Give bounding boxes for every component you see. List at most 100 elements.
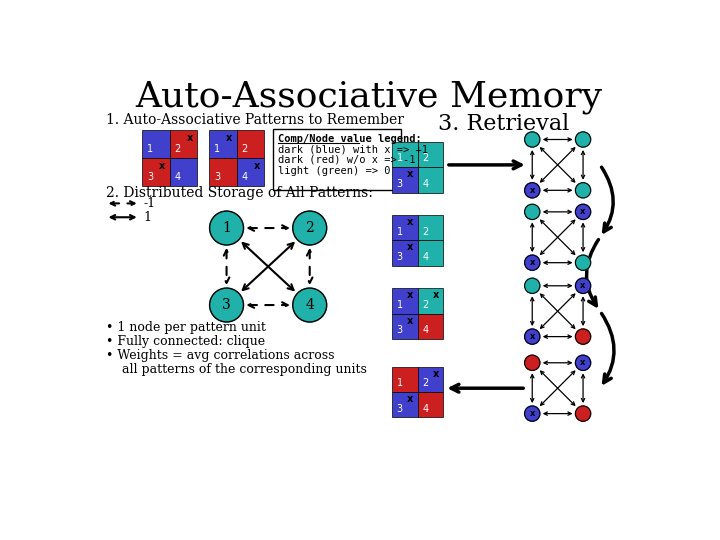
Text: light (green) => 0: light (green) => 0 [278, 166, 391, 176]
Text: Comp/Node value legend:: Comp/Node value legend: [278, 134, 422, 144]
FancyBboxPatch shape [418, 167, 443, 193]
FancyBboxPatch shape [418, 314, 443, 339]
FancyBboxPatch shape [392, 367, 418, 392]
Text: x: x [580, 207, 586, 217]
Circle shape [525, 204, 540, 219]
Text: 3: 3 [397, 403, 402, 414]
Text: • 1 node per pattern unit: • 1 node per pattern unit [106, 321, 266, 334]
FancyBboxPatch shape [392, 215, 418, 240]
Circle shape [575, 329, 590, 344]
Text: x: x [408, 217, 413, 227]
FancyBboxPatch shape [392, 142, 418, 167]
Text: 1: 1 [147, 144, 153, 154]
Text: 1: 1 [222, 221, 231, 235]
FancyBboxPatch shape [392, 240, 418, 266]
Text: 1: 1 [143, 211, 151, 224]
Text: 3: 3 [222, 298, 231, 312]
FancyBboxPatch shape [418, 367, 443, 392]
Text: 4: 4 [241, 172, 248, 181]
Text: x: x [529, 186, 535, 195]
Circle shape [210, 211, 243, 245]
FancyBboxPatch shape [142, 130, 170, 158]
Text: 1: 1 [214, 144, 220, 154]
FancyBboxPatch shape [392, 288, 418, 314]
FancyBboxPatch shape [418, 142, 443, 167]
Text: 1. Auto-Associative Patterns to Remember: 1. Auto-Associative Patterns to Remember [106, 113, 404, 127]
Text: dark (red) w/o x => -1: dark (red) w/o x => -1 [278, 155, 415, 165]
Text: 2: 2 [422, 300, 428, 310]
FancyBboxPatch shape [392, 167, 418, 193]
Circle shape [525, 132, 540, 147]
FancyBboxPatch shape [142, 158, 170, 186]
Circle shape [525, 355, 540, 370]
Text: x: x [158, 161, 165, 171]
Text: 3: 3 [397, 252, 402, 262]
Text: 1: 1 [397, 378, 402, 388]
Circle shape [575, 406, 590, 421]
Text: x: x [408, 394, 413, 404]
Text: x: x [408, 242, 413, 253]
Text: x: x [529, 332, 535, 341]
Text: x: x [408, 170, 413, 179]
Text: 3. Retrieval: 3. Retrieval [438, 113, 570, 136]
Text: Auto-Associative Memory: Auto-Associative Memory [135, 80, 603, 114]
Text: 2: 2 [174, 144, 181, 154]
FancyBboxPatch shape [273, 129, 400, 190]
FancyBboxPatch shape [418, 215, 443, 240]
Circle shape [525, 329, 540, 344]
FancyBboxPatch shape [418, 240, 443, 266]
Text: x: x [529, 258, 535, 267]
Circle shape [525, 406, 540, 421]
Text: x: x [253, 161, 260, 171]
Text: 2. Distributed Storage of All Patterns:: 2. Distributed Storage of All Patterns: [106, 186, 372, 200]
Text: x: x [529, 409, 535, 418]
Text: 1: 1 [397, 300, 402, 310]
Circle shape [293, 288, 327, 322]
Circle shape [210, 288, 243, 322]
Text: 2: 2 [422, 227, 428, 237]
FancyBboxPatch shape [170, 130, 197, 158]
FancyBboxPatch shape [170, 158, 197, 186]
Text: 4: 4 [305, 298, 314, 312]
Circle shape [575, 204, 590, 219]
Text: x: x [433, 290, 439, 300]
FancyBboxPatch shape [209, 130, 237, 158]
FancyBboxPatch shape [392, 392, 418, 417]
Text: 3: 3 [214, 172, 220, 181]
FancyBboxPatch shape [237, 130, 264, 158]
Text: x: x [580, 281, 586, 291]
Text: • Fully connected: clique: • Fully connected: clique [106, 335, 265, 348]
Circle shape [525, 278, 540, 293]
Text: all patterns of the corresponding units: all patterns of the corresponding units [106, 363, 366, 376]
Circle shape [575, 255, 590, 271]
Circle shape [575, 278, 590, 293]
Text: x: x [408, 290, 413, 300]
FancyBboxPatch shape [209, 158, 237, 186]
FancyBboxPatch shape [237, 158, 264, 186]
Text: x: x [186, 133, 193, 143]
Text: x: x [433, 369, 439, 379]
Text: 3: 3 [397, 325, 402, 335]
Text: -1: -1 [143, 197, 156, 210]
Text: x: x [408, 315, 413, 326]
Text: • Weights = avg correlations across: • Weights = avg correlations across [106, 349, 334, 362]
Text: 2: 2 [422, 153, 428, 164]
Text: x: x [580, 359, 586, 367]
Circle shape [525, 183, 540, 198]
Text: 3: 3 [397, 179, 402, 189]
Text: 4: 4 [422, 325, 428, 335]
Text: 1: 1 [397, 153, 402, 164]
Text: 2: 2 [305, 221, 314, 235]
Text: 4: 4 [422, 252, 428, 262]
Circle shape [293, 211, 327, 245]
Text: 3: 3 [147, 172, 153, 181]
Text: 2: 2 [422, 378, 428, 388]
Circle shape [575, 183, 590, 198]
Text: 4: 4 [422, 403, 428, 414]
Text: 4: 4 [174, 172, 181, 181]
FancyBboxPatch shape [418, 392, 443, 417]
Text: dark (blue) with x => +1: dark (blue) with x => +1 [278, 144, 428, 154]
Circle shape [575, 355, 590, 370]
Circle shape [525, 255, 540, 271]
Text: 2: 2 [241, 144, 248, 154]
